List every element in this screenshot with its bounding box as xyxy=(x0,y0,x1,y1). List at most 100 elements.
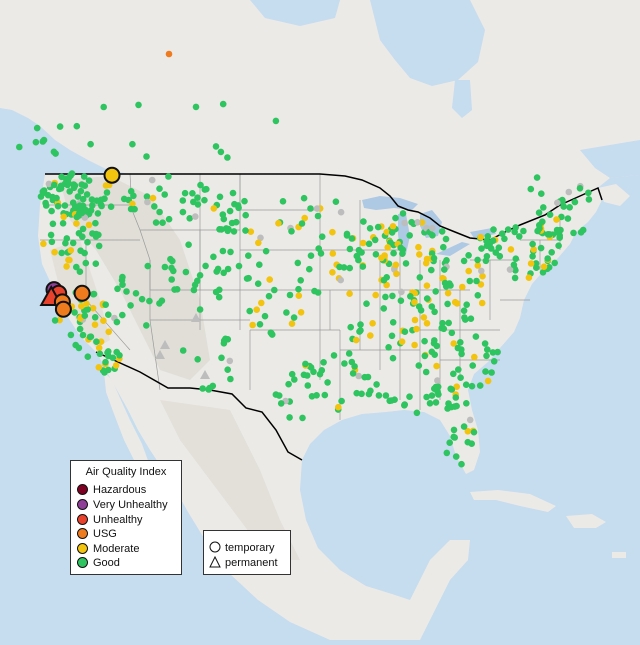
monitor-site xyxy=(352,336,360,344)
monitor-site xyxy=(73,263,80,271)
monitor-site xyxy=(202,262,209,270)
hispaniola xyxy=(566,514,606,528)
monitor-site xyxy=(50,148,58,156)
monitor-site xyxy=(468,440,476,448)
monitor-site xyxy=(389,319,397,326)
monitor-site xyxy=(457,374,464,382)
monitor-site xyxy=(479,272,486,280)
monitor-site xyxy=(107,203,115,210)
monitor-site xyxy=(120,195,128,203)
monitor-site xyxy=(402,260,410,267)
monitor-site xyxy=(201,196,208,204)
monitor-site xyxy=(161,263,169,271)
monitor-site xyxy=(349,370,357,377)
triangle-icon xyxy=(209,556,221,568)
monitor-site xyxy=(399,250,406,257)
monitor-site xyxy=(241,197,248,205)
monitor-site xyxy=(257,234,264,242)
monitor-site xyxy=(102,358,109,366)
monitor-site xyxy=(232,218,240,226)
monitor-site xyxy=(93,338,100,346)
monitor-site xyxy=(408,218,415,226)
monitor-site xyxy=(375,392,383,399)
monitor-site xyxy=(212,288,220,296)
monitor-site xyxy=(495,244,503,251)
monitor-site xyxy=(156,185,163,192)
monitor-site xyxy=(389,223,397,230)
monitor-site xyxy=(365,390,373,398)
monitor-site xyxy=(190,286,198,294)
monitor-site xyxy=(470,428,478,436)
monitor-site xyxy=(423,393,430,401)
monitor-site xyxy=(455,366,462,373)
monitor-site xyxy=(481,340,489,347)
monitor-site xyxy=(460,423,468,430)
monitor-site xyxy=(143,193,151,200)
monitor-site xyxy=(80,173,88,180)
monitor-site xyxy=(453,383,461,391)
monitor-site xyxy=(97,338,105,346)
monitor-site xyxy=(285,380,292,388)
monitor-site xyxy=(444,289,452,297)
monitor-site xyxy=(96,350,104,358)
monitor-site xyxy=(143,153,150,160)
monitor-site xyxy=(256,321,264,328)
monitor-site xyxy=(551,259,558,267)
monitor-site xyxy=(463,400,470,407)
monitor-site xyxy=(544,231,552,238)
monitor-site xyxy=(168,264,175,272)
monitor-site xyxy=(388,229,396,236)
monitor-site xyxy=(200,370,210,379)
monitor-site xyxy=(148,176,156,184)
monitor-site xyxy=(537,244,545,252)
monitor-site xyxy=(66,256,73,264)
monitor-site xyxy=(91,321,99,329)
monitor-site xyxy=(76,325,84,333)
monitor-site xyxy=(398,338,406,346)
monitor-site xyxy=(155,350,165,359)
monitor-site xyxy=(182,268,190,276)
monitor-site xyxy=(527,185,535,193)
monitor-site xyxy=(249,321,256,329)
monitor-site xyxy=(265,292,273,300)
monitor-site xyxy=(288,228,295,235)
monitor-site xyxy=(299,414,306,422)
monitor-site xyxy=(389,292,396,300)
monitor-site xyxy=(585,189,592,197)
monitor-site xyxy=(488,369,495,376)
monitor-site xyxy=(359,263,367,270)
monitor-site xyxy=(430,340,438,347)
monitor-site xyxy=(311,287,318,295)
monitor-site xyxy=(132,290,140,297)
monitor-site xyxy=(428,392,436,399)
monitor-site xyxy=(212,143,220,150)
monitor-site xyxy=(520,227,527,235)
monitor-site xyxy=(467,315,475,323)
legend-label: Hazardous xyxy=(93,484,147,496)
monitor-site xyxy=(440,243,447,251)
monitor-site xyxy=(357,321,364,328)
monitor-site xyxy=(372,291,380,299)
monitor-site xyxy=(199,385,206,392)
monitor-site xyxy=(399,210,407,217)
monitor-site xyxy=(558,213,565,221)
monitor-site xyxy=(189,190,196,197)
monitor-site xyxy=(392,261,400,269)
monitor-site xyxy=(420,314,428,321)
monitor-site xyxy=(553,216,560,223)
monitor-site xyxy=(113,348,120,356)
monitor-site xyxy=(433,362,440,370)
monitor-site xyxy=(361,373,369,381)
monitor-site xyxy=(478,267,485,275)
monitor-site xyxy=(358,249,365,256)
monitor-site xyxy=(318,367,326,374)
monitor-site xyxy=(76,202,83,209)
monitor-site xyxy=(512,224,519,231)
monitor-site xyxy=(478,299,486,307)
monitor-site xyxy=(196,272,204,279)
monitor-site xyxy=(469,362,477,369)
monitor-site xyxy=(390,249,397,257)
monitor-site xyxy=(393,270,400,278)
monitor-site xyxy=(533,174,541,181)
monitor-site xyxy=(253,306,260,314)
